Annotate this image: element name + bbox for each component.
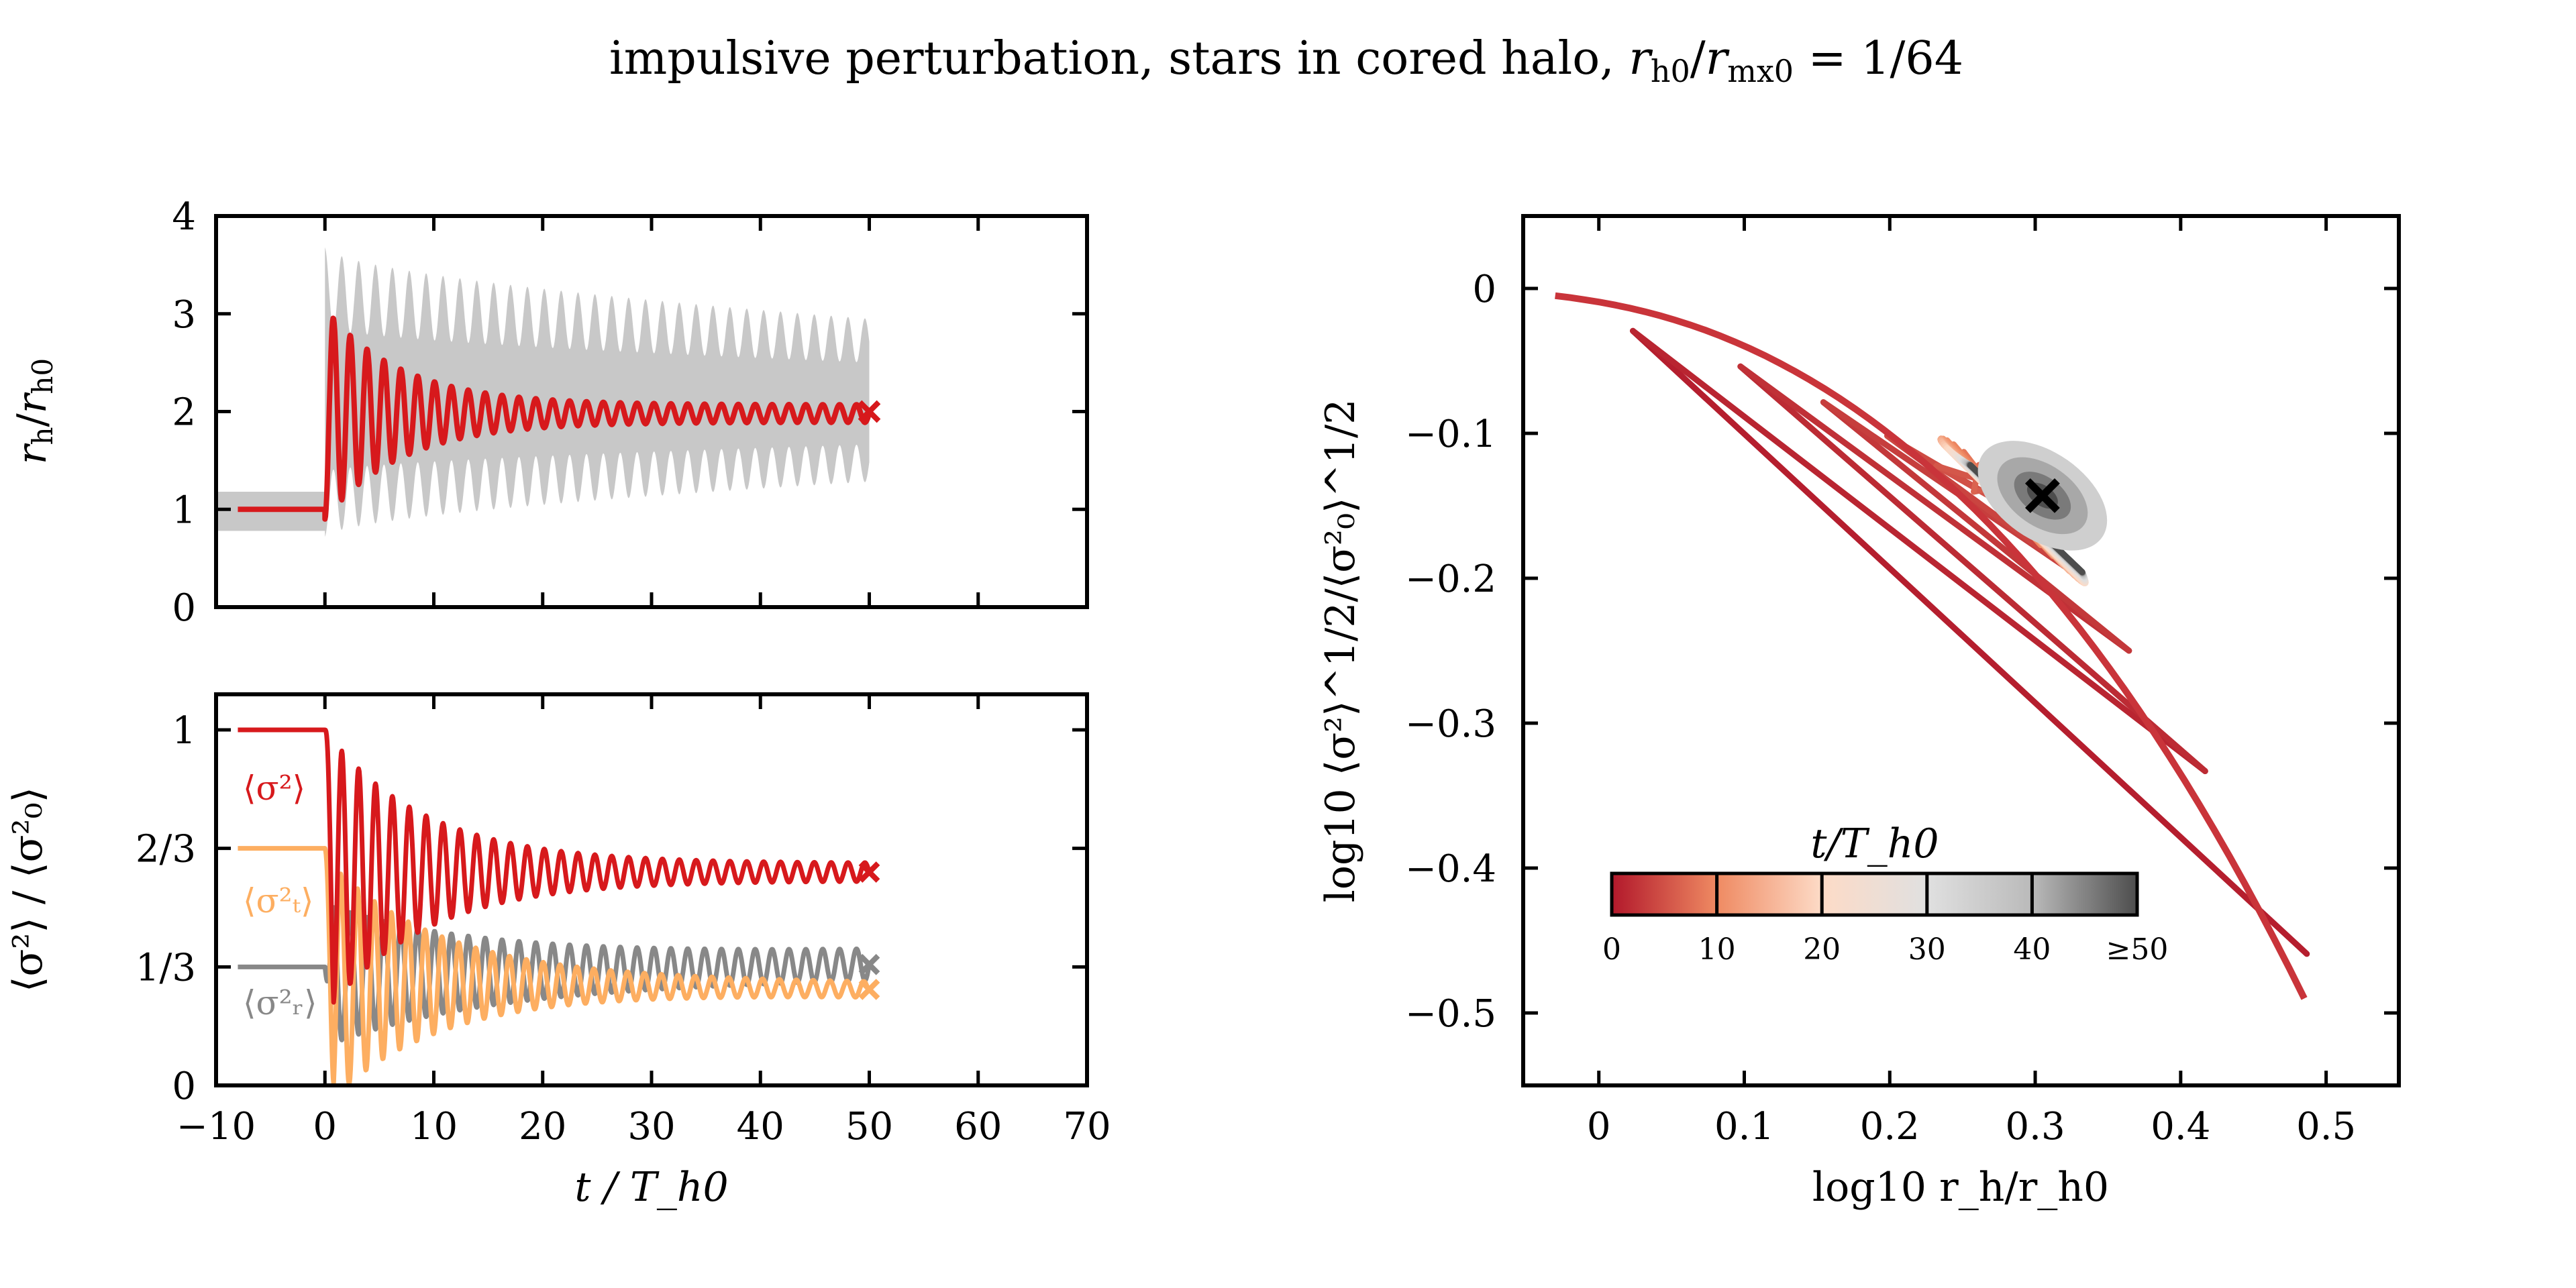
bottom-left-xlabel: t / T_h0: [574, 1164, 728, 1211]
cb-tick-label: 10: [1698, 932, 1736, 967]
sigma-line-0: [238, 727, 872, 1005]
bl-ytick-label: 2/3: [136, 828, 196, 871]
r-ytick-label: −0.2: [1405, 557, 1496, 601]
colorbar-bar: [1610, 871, 2139, 917]
rh-series-line: [238, 315, 872, 522]
legend-sigma: ⟨σ²⟩: [243, 769, 305, 808]
sigma-end-markers: [858, 861, 880, 1000]
r-ytick-label: −0.3: [1405, 702, 1496, 746]
r-ytick-label: −0.4: [1405, 847, 1496, 891]
cb-tick-label: 30: [1908, 932, 1946, 967]
r-xtick-label: 0.5: [2296, 1105, 2356, 1148]
r-xtick-label: 0: [1587, 1105, 1611, 1148]
r-ytick-label: −0.1: [1405, 413, 1496, 456]
colorbar: t/T_h0 0 10 20 30 40 ≥50: [1602, 820, 2168, 967]
sigma-line-1: [238, 846, 872, 1085]
r-xtick-label: 0.1: [1714, 1105, 1774, 1148]
bl-xtick-label: 50: [845, 1105, 893, 1148]
r-xtick-label: 0.3: [2006, 1105, 2065, 1148]
colorbar-title: t/T_h0: [1810, 820, 1939, 867]
sigma-end-x-0: [858, 861, 880, 883]
bl-xtick-label: 30: [627, 1105, 675, 1148]
tl-ytick-label: 2: [172, 391, 196, 435]
tl-ytick-label: 1: [172, 488, 196, 532]
tl-ytick-label: 0: [172, 586, 196, 630]
bl-xtick-label: 20: [519, 1105, 566, 1148]
right-ticks: 0 0.1 0.2 0.3 0.4 0.5 0 −0.1 −0.2 −0.3 −0.4 −0.5: [1405, 216, 2399, 1148]
figure-title: impulsive perturbation, stars in cored h…: [609, 32, 1963, 89]
trajectory-segment: [1630, 327, 2310, 957]
trajectory-segment: [1820, 399, 2132, 654]
sigma-end-x-2-stroke-b: [858, 953, 880, 975]
right-ylabel: log10 ⟨σ²⟩^1/2/⟨σ²₀⟩^1/2: [1317, 399, 1364, 903]
r-ytick-label: 0: [1472, 268, 1496, 311]
rh-range-band: [216, 247, 870, 537]
r-xtick-label: 0.4: [2151, 1105, 2210, 1148]
top-left-ylabel: rh/rh0: [9, 358, 59, 464]
sigma-series: [238, 727, 872, 1085]
cb-tick-label: 40: [2013, 932, 2051, 967]
bottom-left-ylabel: ⟨σ²⟩ / ⟨σ²₀⟩: [5, 787, 52, 992]
bottom-left-ticks: 01/32/31−10 0 10 20 30 40 50 60 70: [136, 694, 1111, 1148]
bl-xtick-label: −10: [176, 1105, 256, 1148]
final-x-stroke-b: [2025, 478, 2060, 513]
bl-xtick-label: 70: [1063, 1105, 1111, 1148]
rh-end-marker: [858, 400, 881, 423]
sigma-end-x-1-stroke-b: [858, 979, 880, 1000]
right-panel: 0 0.1 0.2 0.3 0.4 0.5 0 −0.1 −0.2 −0.3 −0.4 −0.5 lo…: [1317, 214, 2401, 1211]
r-xtick-label: 0.2: [1860, 1105, 1920, 1148]
bl-xtick-label: 40: [737, 1105, 784, 1148]
r-ytick-label: −0.5: [1405, 992, 1496, 1036]
bl-ytick-label: 0: [172, 1065, 196, 1108]
legend-sigma-r: ⟨σ²ᵣ⟩: [243, 983, 317, 1022]
top-left-panel: 0 1 2 3 4 rh/rh0: [9, 195, 1089, 630]
bl-xtick-label: 10: [410, 1105, 458, 1148]
final-x: [2025, 478, 2060, 513]
trajectory-segment: [1737, 363, 2132, 654]
bl-xtick-label: 0: [313, 1105, 337, 1148]
cb-tick-label: ≥50: [2106, 932, 2169, 967]
colorbar-ticks: 0 10 20 30 40 ≥50: [1602, 873, 2168, 967]
cb-tick-label: 20: [1803, 932, 1841, 967]
rh-end-x: [858, 400, 881, 423]
cb-tick-label: 0: [1602, 932, 1621, 967]
bl-ytick-label: 1/3: [136, 946, 196, 989]
right-frame: [1521, 214, 2401, 1087]
sigma-end-x-1: [858, 979, 880, 1000]
top-left-ticks: 0 1 2 3 4: [172, 195, 1089, 630]
sigma-end-x-2: [858, 953, 880, 975]
tl-ytick-label: 4: [172, 195, 196, 239]
bl-ytick-label: 1: [172, 709, 196, 753]
sigma-end-x-0-stroke-b: [858, 861, 880, 883]
final-point-marker: [2025, 478, 2060, 513]
legend-sigma-t: ⟨σ²ₜ⟩: [243, 881, 314, 920]
tl-ytick-label: 3: [172, 293, 196, 337]
right-xlabel: log10 r_h/r_h0: [1812, 1164, 2109, 1211]
bl-xtick-label: 60: [954, 1105, 1002, 1148]
trajectory-segment: [1630, 327, 2208, 774]
rh-end-x-stroke-b: [858, 400, 881, 423]
trajectory-segment: [1737, 363, 2208, 774]
trajectory-envelope: [1555, 292, 2308, 1000]
bottom-left-panel: 01/32/31−10 0 10 20 30 40 50 60 70 ⟨σ²⟩ ⟨σ²ₜ⟩ ⟨σ…: [5, 692, 1111, 1211]
